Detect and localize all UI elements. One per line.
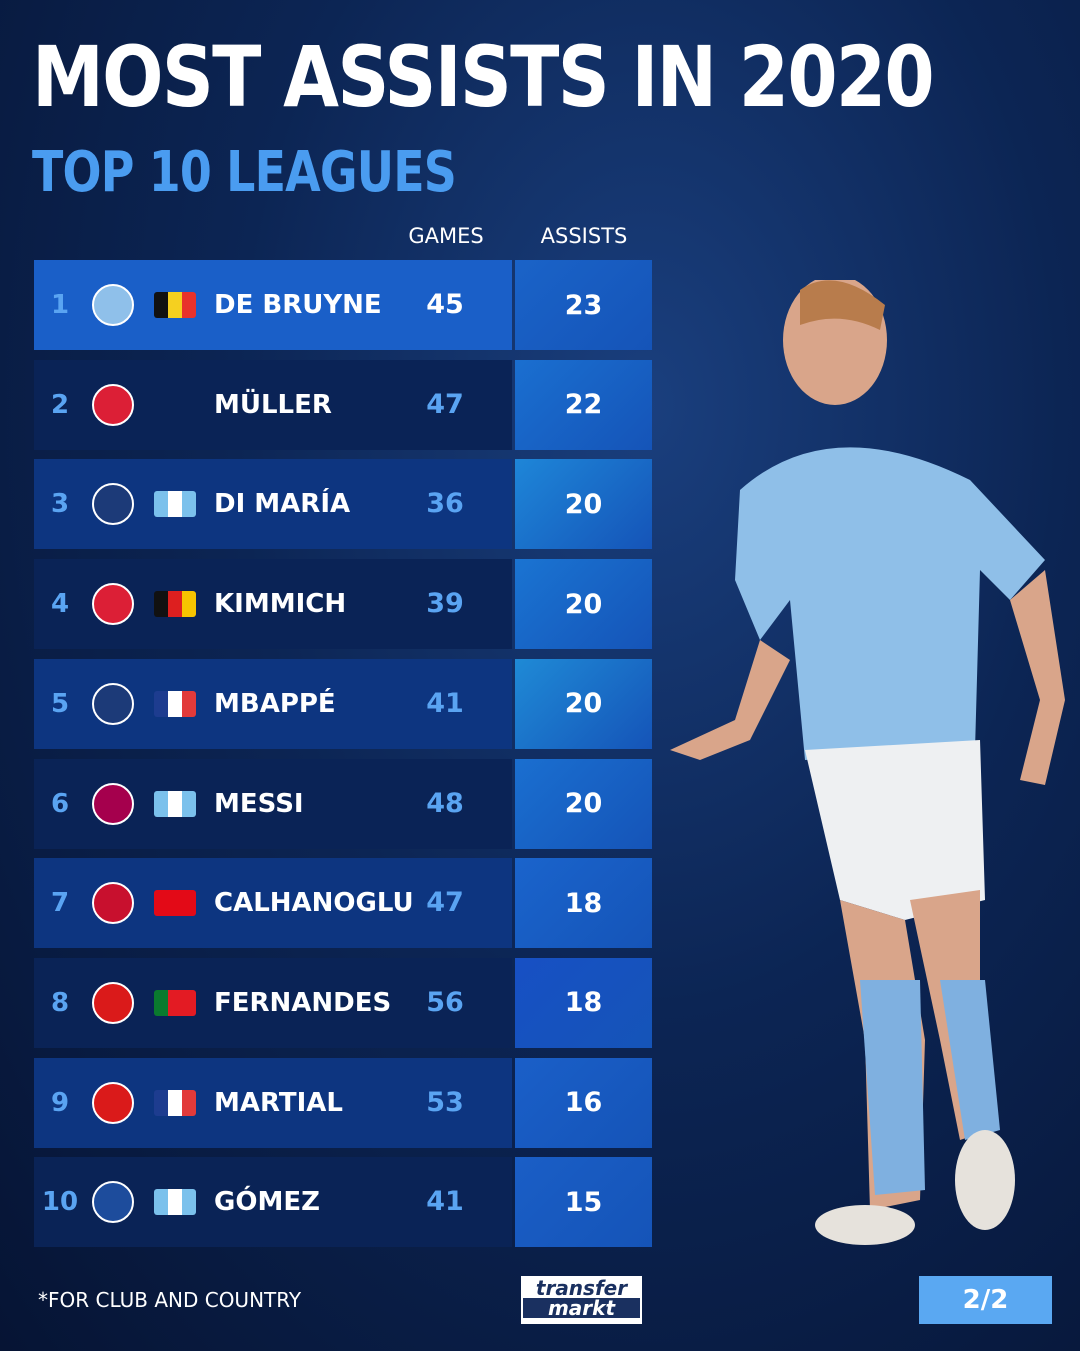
table-row: 2 MÜLLER 47 22: [34, 359, 652, 450]
club-crest-icon: [92, 981, 134, 1024]
player-name: CALHANOGLU: [214, 888, 414, 919]
table-row: 10 GÓMEZ 41 15: [34, 1157, 652, 1248]
club-crest-icon: [92, 682, 134, 725]
logo-bottom: markt: [523, 1298, 640, 1318]
club-crest-icon: [92, 1181, 134, 1224]
country-flag-icon: [154, 292, 196, 318]
country-flag-icon: [154, 1189, 196, 1216]
assists-value: 23: [515, 260, 652, 350]
footnote: *FOR CLUB AND COUNTRY: [38, 1288, 302, 1312]
rank: 9: [50, 1087, 70, 1118]
page-title: MOST ASSISTS IN 2020: [32, 28, 935, 126]
games-value: 47: [426, 887, 464, 919]
table-row: 9 MARTIAL 53 16: [34, 1057, 652, 1148]
country-flag-icon: [154, 1089, 196, 1116]
assists-value: 18: [515, 858, 652, 949]
assists-value: 20: [515, 559, 652, 650]
club-crest-icon: [92, 583, 134, 626]
rank: 3: [50, 489, 70, 520]
assists-value: 20: [515, 459, 652, 550]
player-name: KIMMICH: [214, 589, 347, 620]
column-header-assists: ASSISTS: [540, 224, 628, 248]
row-main: 9 MARTIAL 53: [34, 1057, 512, 1148]
rank: 7: [50, 888, 70, 919]
row-main: 8 FERNANDES 56: [34, 957, 512, 1048]
assists-value: 20: [515, 658, 652, 749]
country-flag-icon: [154, 790, 196, 817]
games-value: 45: [426, 289, 464, 320]
rank: 8: [50, 987, 70, 1018]
club-crest-icon: [92, 383, 134, 426]
country-flag-icon: [154, 491, 196, 518]
table-row: 7 CALHANOGLU 47 18: [34, 858, 652, 949]
club-crest-icon: [92, 782, 134, 825]
table-row: 1 DE BRUYNE 45 23: [34, 260, 652, 350]
rank: 6: [50, 788, 70, 819]
country-flag-icon: [154, 690, 196, 717]
rank: 2: [50, 389, 70, 420]
games-value: 53: [426, 1086, 464, 1118]
page-subtitle: TOP 10 LEAGUES: [32, 140, 457, 205]
row-main: 5 MBAPPÉ 41: [34, 658, 512, 749]
games-value: 47: [426, 388, 464, 420]
table-row: 6 MESSI 48 20: [34, 758, 652, 849]
player-name: MÜLLER: [214, 389, 332, 420]
club-crest-icon: [92, 882, 134, 925]
player-name: DE BRUYNE: [214, 290, 382, 320]
table-row: 4 KIMMICH 39 20: [34, 559, 652, 650]
table-row: 8 FERNANDES 56 18: [34, 957, 652, 1048]
rank: 5: [50, 688, 70, 719]
row-main: 1 DE BRUYNE 45: [34, 260, 512, 350]
row-main: 6 MESSI 48: [34, 758, 512, 849]
player-name: MBAPPÉ: [214, 688, 336, 719]
club-crest-icon: [92, 483, 134, 526]
assists-value: 16: [515, 1057, 652, 1148]
games-value: 36: [426, 488, 464, 520]
assists-value: 15: [515, 1157, 652, 1248]
assists-value: 20: [515, 758, 652, 849]
country-flag-icon: [154, 890, 196, 917]
table-row: 3 DI MARÍA 36 20: [34, 459, 652, 550]
table-row: 5 MBAPPÉ 41 20: [34, 658, 652, 749]
games-value: 48: [426, 787, 464, 819]
rank: 1: [50, 290, 70, 320]
games-value: 56: [426, 986, 464, 1018]
row-main: 3 DI MARÍA 36: [34, 459, 512, 550]
row-main: 4 KIMMICH 39: [34, 559, 512, 650]
page-indicator: 2/2: [919, 1276, 1052, 1324]
player-name: GÓMEZ: [214, 1187, 320, 1218]
row-main: 7 CALHANOGLU 47: [34, 858, 512, 949]
games-value: 39: [426, 588, 464, 620]
club-crest-icon: [92, 284, 134, 326]
rank: 4: [50, 589, 70, 620]
rank: 10: [41, 1187, 79, 1218]
column-header-games: GAMES: [408, 224, 484, 248]
player-name: DI MARÍA: [214, 489, 351, 520]
games-value: 41: [426, 687, 464, 719]
assists-value: 18: [515, 957, 652, 1048]
row-main: 10 GÓMEZ 41: [34, 1157, 512, 1248]
player-name: MESSI: [214, 788, 304, 819]
row-main: 2 MÜLLER 47: [34, 359, 512, 450]
country-flag-icon: [154, 989, 196, 1016]
player-name: MARTIAL: [214, 1087, 343, 1118]
games-value: 41: [426, 1186, 464, 1218]
assists-value: 22: [515, 359, 652, 450]
transfermarkt-logo: transfer markt: [521, 1276, 642, 1324]
country-flag-icon: [154, 591, 196, 618]
player-name: FERNANDES: [214, 987, 392, 1018]
logo-top: transfer: [535, 1276, 628, 1300]
club-crest-icon: [92, 1081, 134, 1124]
player-image: [670, 280, 1065, 1245]
